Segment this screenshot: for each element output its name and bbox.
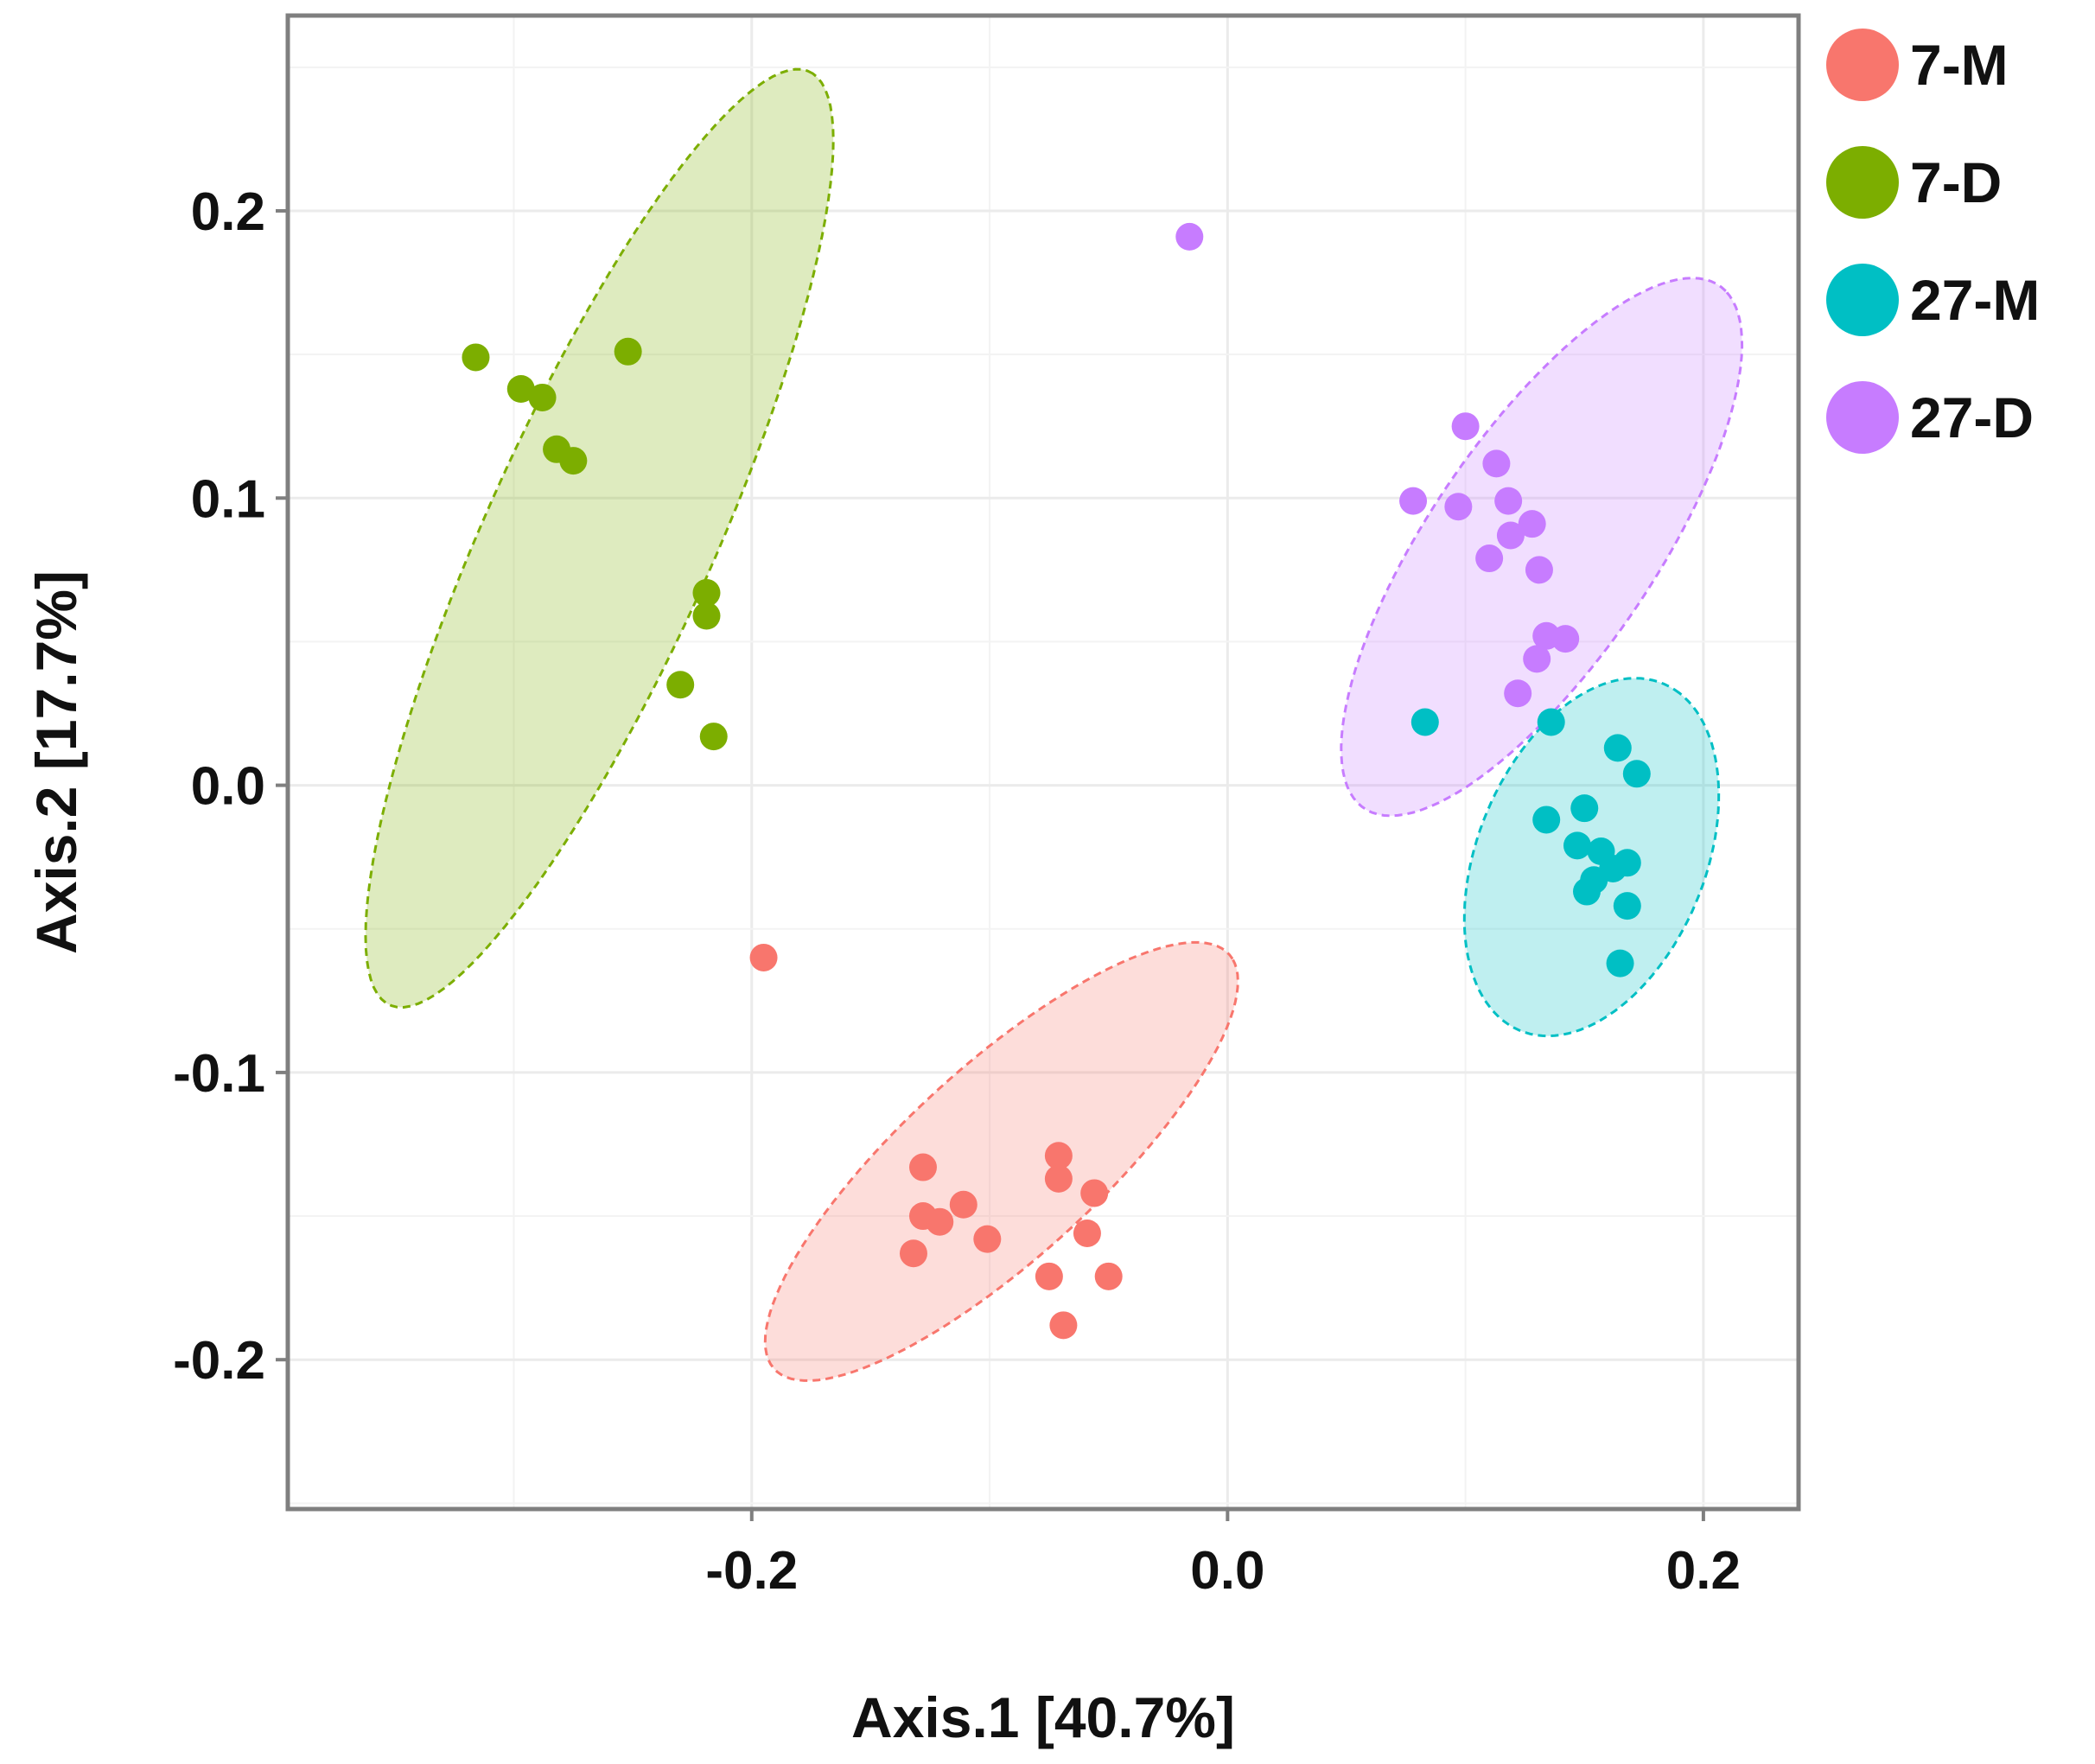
data-points	[462, 222, 1651, 1340]
point-27-d	[1399, 487, 1428, 515]
legend-key-27-m	[1826, 264, 1899, 336]
y-axis-ticks: 0.2 0.1 0.0 -0.1 -0.2	[173, 182, 288, 1391]
legend: 7-M 7-D 27-M 27-D	[1826, 29, 2040, 454]
point-27-d	[1175, 222, 1204, 251]
point-7-m	[1049, 1311, 1078, 1340]
x-tick-label: -0.2	[705, 1541, 798, 1601]
point-27-d	[1551, 625, 1580, 653]
point-7-m	[908, 1153, 937, 1181]
point-27-d	[1444, 493, 1473, 521]
point-7-d	[666, 671, 695, 699]
point-7-d	[462, 343, 490, 372]
point-7-m	[1035, 1262, 1063, 1290]
point-7-m	[1044, 1164, 1073, 1193]
point-27-d	[1451, 412, 1480, 441]
legend-label-7-m: 7-M	[1910, 33, 2009, 97]
y-tick-label: 0.2	[191, 182, 265, 242]
legend-label-27-d: 27-D	[1910, 385, 2034, 449]
point-27-m	[1622, 760, 1651, 788]
plot-panel	[288, 16, 1799, 1509]
point-7-m	[949, 1190, 977, 1219]
point-7-d	[692, 602, 721, 630]
point-7-d	[528, 383, 557, 411]
y-tick-label: 0.1	[191, 469, 265, 529]
point-7-d	[692, 578, 721, 607]
point-7-m	[749, 943, 778, 971]
x-axis-title: Axis.1 [40.7%]	[851, 1685, 1235, 1749]
point-7-d	[559, 447, 588, 475]
point-7-m	[899, 1239, 927, 1268]
x-tick-label: 0.2	[1666, 1541, 1741, 1601]
y-tick-label: 0.0	[191, 757, 265, 817]
point-27-m	[1603, 734, 1632, 762]
point-27-m	[1532, 806, 1561, 834]
point-27-d	[1525, 556, 1553, 584]
point-7-d	[506, 375, 535, 403]
ellipse-27-d	[1340, 277, 1744, 818]
x-axis-ticks: -0.2 0.0 0.2	[705, 1509, 1741, 1601]
point-7-d	[699, 723, 728, 751]
point-27-m	[1570, 794, 1599, 823]
ellipse-7-d	[364, 67, 835, 1009]
point-27-m	[1573, 877, 1601, 906]
point-27-m	[1613, 892, 1641, 920]
legend-label-27-m: 27-M	[1910, 268, 2040, 332]
point-27-m	[1563, 831, 1591, 860]
legend-key-7-m	[1826, 29, 1899, 101]
grid-lines	[288, 16, 1799, 1509]
point-7-m	[1044, 1142, 1073, 1170]
point-7-m	[1073, 1219, 1101, 1247]
x-tick-label: 0.0	[1190, 1541, 1264, 1601]
point-7-m	[1094, 1262, 1123, 1290]
y-tick-label: -0.2	[173, 1331, 265, 1391]
point-27-m	[1537, 708, 1565, 736]
point-27-m	[1606, 949, 1634, 978]
point-27-m	[1410, 708, 1439, 736]
point-7-m	[926, 1207, 954, 1236]
y-axis-title: Axis.2 [17.7%]	[24, 570, 88, 954]
point-27-d	[1523, 645, 1551, 673]
point-27-d	[1496, 521, 1525, 550]
point-27-d	[1518, 510, 1546, 538]
point-27-d	[1482, 449, 1511, 478]
point-27-d	[1494, 487, 1523, 515]
legend-key-27-d	[1826, 381, 1899, 454]
plot-border	[285, 13, 1801, 1512]
legend-label-7-d: 7-D	[1910, 150, 2002, 214]
point-27-d	[1504, 679, 1532, 708]
point-27-d	[1475, 544, 1504, 573]
point-7-m	[973, 1225, 1002, 1253]
ellipse-7-m	[763, 940, 1239, 1382]
legend-key-7-d	[1826, 146, 1899, 219]
point-7-m	[1080, 1179, 1109, 1207]
y-tick-label: -0.1	[173, 1044, 265, 1104]
point-7-d	[614, 337, 642, 366]
